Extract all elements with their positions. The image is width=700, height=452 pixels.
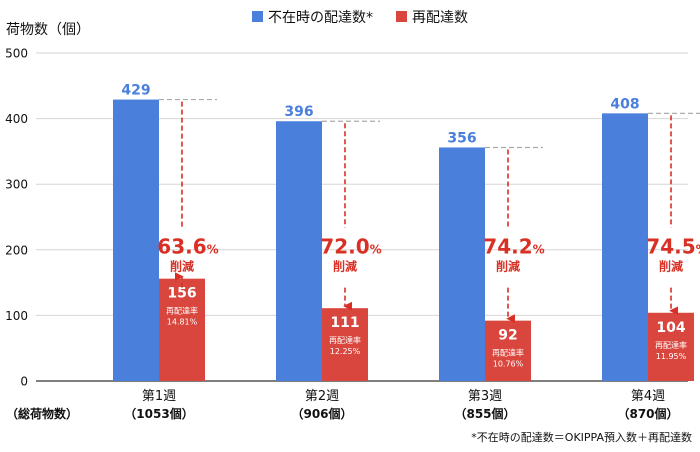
footnote: *不在時の配達数＝OKIPPA預入数＋再配達数 <box>471 431 692 444</box>
bar-absent <box>439 147 485 381</box>
redelivery-rate-label: 再配達率 <box>329 335 361 345</box>
bar-redelivery <box>322 308 368 381</box>
bar-absent <box>113 99 159 382</box>
bar-absent-value: 356 <box>447 130 476 146</box>
bar-absent-value: 396 <box>284 104 313 120</box>
bar-absent <box>602 113 648 382</box>
x-category-label: 第1週 <box>142 389 176 404</box>
legend-label-redelivery: 再配達数 <box>412 10 468 26</box>
bar-redelivery <box>648 312 694 381</box>
redelivery-rate-value: 12.25% <box>330 347 361 356</box>
bar-redelivery-value: 92 <box>498 328 517 344</box>
reduction-percent: 63.6% <box>157 235 218 259</box>
reduction-label: 削減 <box>333 259 357 274</box>
legend: 不在時の配達数* 再配達数 <box>252 10 468 26</box>
x-total-label: （855個） <box>454 406 515 421</box>
x-category-label: 第3週 <box>468 389 502 404</box>
y-axis-ticks: 0 100 200 300 400 500 <box>5 47 28 389</box>
legend-swatch-redelivery <box>396 11 407 22</box>
reduction-percent: 74.5% <box>646 235 700 259</box>
bar-absent-value: 429 <box>121 83 150 99</box>
reduction-percent: 74.2% <box>483 235 544 259</box>
reduction-label: 削減 <box>496 259 520 274</box>
bar-redelivery-value: 156 <box>167 286 196 302</box>
y-axis-title: 荷物数（個） <box>6 22 90 38</box>
y-tick-label: 200 <box>5 243 28 257</box>
legend-label-absent: 不在時の配達数* <box>268 10 373 26</box>
reduction-label: 削減 <box>170 259 194 274</box>
bar-absent <box>276 121 322 381</box>
x-category-label: 第2週 <box>305 389 339 404</box>
x-category-label: 第4週 <box>631 389 665 404</box>
bar-redelivery <box>159 278 205 381</box>
y-tick-label: 400 <box>5 112 28 126</box>
redelivery-rate-value: 14.81% <box>167 318 198 327</box>
x-total-label: （1053個） <box>124 406 193 421</box>
redelivery-rate-value: 10.76% <box>493 360 524 369</box>
redelivery-rate-label: 再配達率 <box>492 348 524 358</box>
x-axis: 第1週 （1053個） 第2週 （906個） 第3週 （855個） 第4週 （870個） <box>124 389 678 421</box>
bar-redelivery-value: 104 <box>656 320 685 336</box>
y-tick-label: 0 <box>20 375 28 389</box>
redelivery-rate-label: 再配達率 <box>166 306 198 316</box>
bar-absent-value: 408 <box>610 96 639 112</box>
redelivery-rate-value: 11.95% <box>656 352 687 361</box>
x-total-label: （906個） <box>291 406 352 421</box>
y-tick-label: 100 <box>5 309 28 323</box>
bars: 429 156 再配達率 14.81% 396 111 再配達率 12.25% 356 92 再配達… <box>113 83 694 382</box>
reduction-percent: 72.0% <box>320 235 381 259</box>
reduction-label: 削減 <box>659 259 683 274</box>
y-tick-label: 500 <box>5 47 28 61</box>
redelivery-rate-label: 再配達率 <box>655 340 687 350</box>
totals-row-label: （総荷物数） <box>6 406 78 421</box>
y-tick-label: 300 <box>5 178 28 192</box>
bar-redelivery <box>485 320 531 381</box>
legend-swatch-absent <box>252 11 263 22</box>
x-total-label: （870個） <box>617 406 678 421</box>
bar-redelivery-value: 111 <box>330 315 359 331</box>
